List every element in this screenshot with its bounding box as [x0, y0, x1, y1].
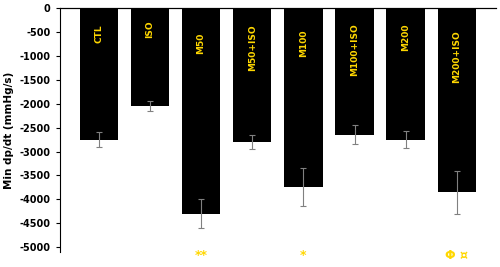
Bar — [336, 8, 374, 135]
Text: **: ** — [194, 249, 207, 262]
Text: M50: M50 — [196, 33, 205, 54]
Bar — [284, 8, 323, 187]
Text: M200: M200 — [401, 24, 410, 52]
Text: Φ ¤: Φ ¤ — [446, 249, 468, 262]
Bar — [233, 8, 272, 142]
Text: M100: M100 — [299, 30, 308, 57]
Bar — [438, 8, 476, 192]
Bar — [80, 8, 118, 140]
Bar — [182, 8, 220, 214]
Text: *: * — [300, 249, 306, 262]
Bar — [386, 8, 425, 140]
Text: M50+ISO: M50+ISO — [248, 24, 256, 71]
Text: M200+ISO: M200+ISO — [452, 30, 462, 83]
Text: ISO: ISO — [146, 20, 154, 38]
Text: M100+ISO: M100+ISO — [350, 23, 359, 76]
Y-axis label: Min dp/dt (mmHg/s): Min dp/dt (mmHg/s) — [4, 71, 14, 189]
Text: CTL: CTL — [94, 24, 104, 42]
Bar — [130, 8, 169, 106]
